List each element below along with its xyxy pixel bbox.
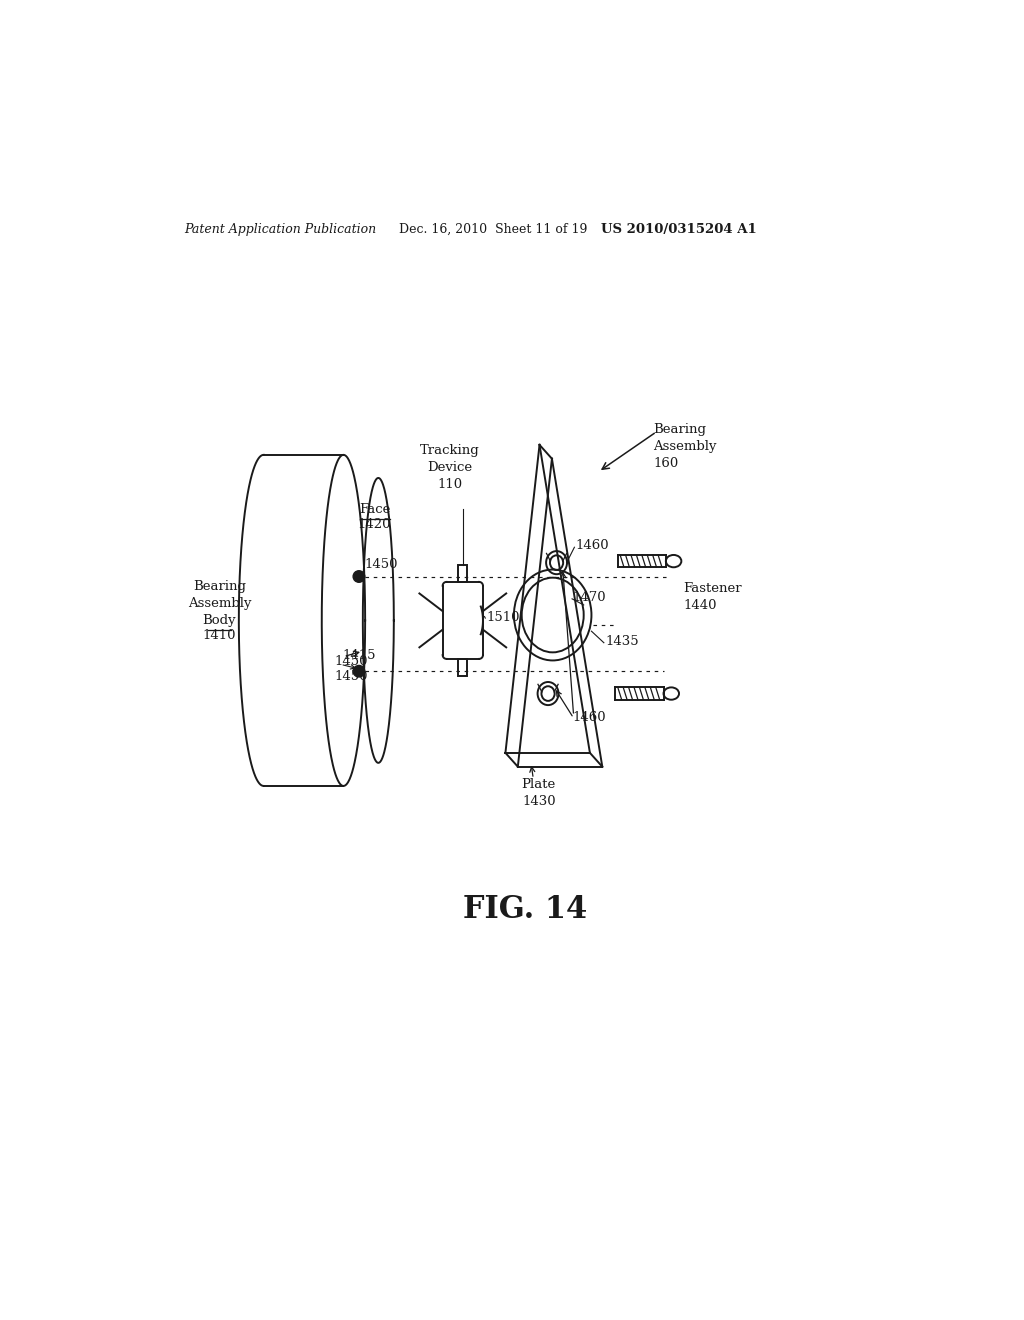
Text: 1470: 1470 xyxy=(572,591,606,603)
Circle shape xyxy=(353,570,365,582)
Text: 1450: 1450 xyxy=(335,671,369,684)
Text: 1460: 1460 xyxy=(572,711,606,723)
Text: Dec. 16, 2010  Sheet 11 of 19: Dec. 16, 2010 Sheet 11 of 19 xyxy=(399,223,588,236)
Text: Face: Face xyxy=(358,503,390,516)
Text: Bearing
Assembly
Body: Bearing Assembly Body xyxy=(187,579,251,627)
Text: 1510: 1510 xyxy=(486,611,519,624)
Text: Plate
1430: Plate 1430 xyxy=(521,779,556,808)
Text: 1435: 1435 xyxy=(605,635,639,648)
Text: FIG. 14: FIG. 14 xyxy=(463,894,587,924)
Text: Fastener
1440: Fastener 1440 xyxy=(684,582,742,612)
Text: 1460: 1460 xyxy=(575,539,609,552)
Text: 1415: 1415 xyxy=(343,649,376,663)
Circle shape xyxy=(353,665,365,677)
Text: Tracking
Device
110: Tracking Device 110 xyxy=(420,444,479,491)
Text: Patent Application Publication: Patent Application Publication xyxy=(184,223,377,236)
Text: US 2010/0315204 A1: US 2010/0315204 A1 xyxy=(601,223,757,236)
Text: 1420: 1420 xyxy=(357,517,391,531)
Text: 1450: 1450 xyxy=(365,557,398,570)
Bar xyxy=(458,659,467,676)
Text: 1410: 1410 xyxy=(203,630,237,643)
Text: 1450: 1450 xyxy=(335,656,369,668)
Text: Bearing
Assembly
160: Bearing Assembly 160 xyxy=(653,422,717,470)
Bar xyxy=(458,565,467,582)
